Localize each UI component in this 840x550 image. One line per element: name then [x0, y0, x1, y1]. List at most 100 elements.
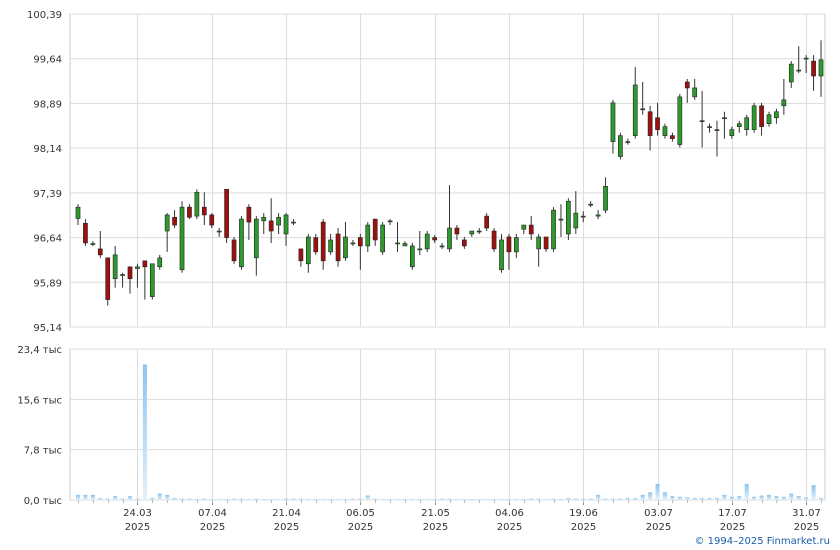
volume-bar: [752, 496, 757, 500]
candle-body: [395, 242, 400, 245]
candle-body: [647, 111, 653, 136]
candle-body: [751, 105, 757, 130]
volume-bar: [343, 499, 348, 501]
candle-body: [120, 274, 125, 276]
candle-body: [588, 203, 594, 206]
volume-bar: [194, 499, 199, 501]
price-tick-label: 98,14: [33, 144, 62, 155]
candle-body: [313, 237, 319, 253]
x-tick-year: 2025: [571, 522, 596, 533]
candle-body: [528, 224, 534, 235]
volume-bar: [514, 499, 519, 501]
candle-body: [268, 220, 274, 232]
candle-body: [595, 214, 601, 217]
volume-bar: [172, 498, 177, 500]
price-chart: 100,39 99,64 98,89 98,14 97,39 96,64 95,89 95,1…: [27, 10, 826, 334]
candle-body: [632, 84, 638, 136]
x-tick-year: 2025: [720, 522, 745, 533]
volume-bar: [796, 496, 801, 500]
candle-body: [105, 257, 111, 300]
volume-bar: [217, 499, 222, 501]
date-axis: 24.03 2025 07.04 2025 21.04 2025 06.05 2025 21.0…: [78, 500, 822, 533]
candle-body: [454, 227, 460, 235]
volume-bar: [700, 498, 705, 500]
volume-bar: [744, 483, 749, 500]
x-tick-year: 2025: [497, 522, 522, 533]
candle-body: [253, 218, 259, 259]
volume-bar: [328, 499, 333, 501]
volume-bar: [766, 494, 772, 500]
candle-body: [558, 218, 564, 221]
volume-bar: [499, 499, 504, 501]
candle-body: [350, 242, 356, 245]
x-tick-date: 31.07: [792, 508, 821, 519]
volume-bar: [648, 492, 653, 500]
candle-body: [551, 209, 556, 250]
candle-body: [239, 218, 244, 268]
candle-body: [224, 188, 229, 238]
volume-bar: [506, 499, 511, 501]
volume-bar: [484, 499, 489, 501]
candle-body: [543, 236, 549, 250]
volume-bar: [640, 494, 645, 500]
candle-body: [283, 214, 289, 235]
volume-bar: [662, 492, 668, 500]
x-tick-date: 19.06: [569, 508, 598, 519]
price-tick-label: 99,64: [33, 55, 62, 66]
candle-body: [506, 236, 512, 253]
volume-bar: [127, 496, 133, 500]
volume-bar: [477, 499, 482, 501]
volume-bar: [425, 499, 430, 501]
price-tick-label: 95,14: [33, 323, 62, 334]
volume-bar: [729, 496, 734, 500]
x-tick-date: 24.03: [123, 508, 152, 519]
volume-bar: [380, 499, 385, 501]
volume-bar: [722, 494, 727, 500]
volume-chart: 23,4 тыс 15,6 тыс 7,8 тыс 0,0 тыс: [17, 345, 826, 507]
candle-body: [380, 224, 385, 253]
candle-body: [75, 206, 81, 219]
candle-body: [172, 217, 177, 226]
candle-body: [291, 221, 296, 224]
candle-body: [90, 243, 96, 245]
candle-body: [112, 254, 118, 280]
candle-body: [521, 224, 527, 230]
volume-bar: [254, 498, 259, 500]
volume-bar: [336, 499, 341, 501]
price-tick-label: 97,39: [33, 189, 62, 200]
volume-bar: [261, 499, 266, 501]
candle-body: [365, 224, 371, 247]
candle-body: [662, 126, 668, 136]
volume-bar: [536, 498, 541, 500]
candle-body: [157, 257, 163, 268]
candle-body: [439, 245, 445, 248]
candle-body: [149, 263, 155, 297]
candle-body: [514, 237, 519, 253]
volume-bar: [224, 499, 229, 501]
volume-bar: [395, 499, 400, 501]
volume-bar: [283, 498, 289, 500]
candle-body: [573, 212, 579, 229]
candle-body: [261, 217, 267, 222]
x-tick-year: 2025: [646, 522, 671, 533]
x-tick-date: 04.06: [495, 508, 524, 519]
candle-body: [194, 191, 200, 217]
candle-body: [580, 215, 586, 218]
candle-body: [640, 108, 646, 111]
volume-bar: [818, 498, 824, 500]
candle-body: [127, 266, 133, 280]
candle-body: [476, 230, 482, 233]
volume-tick-label: 23,4 тыс: [17, 345, 62, 356]
candle-body: [774, 111, 779, 119]
volume-bar: [165, 494, 170, 500]
volume-bar: [714, 498, 720, 500]
candle-body: [97, 248, 103, 256]
candle-body: [788, 63, 794, 83]
candle-body: [781, 99, 787, 107]
volume-bar: [529, 498, 534, 500]
candle-body: [618, 135, 623, 157]
candle-body: [246, 206, 252, 223]
candle-body: [298, 248, 304, 262]
volume-bar: [410, 499, 415, 501]
candle-body: [692, 87, 698, 98]
